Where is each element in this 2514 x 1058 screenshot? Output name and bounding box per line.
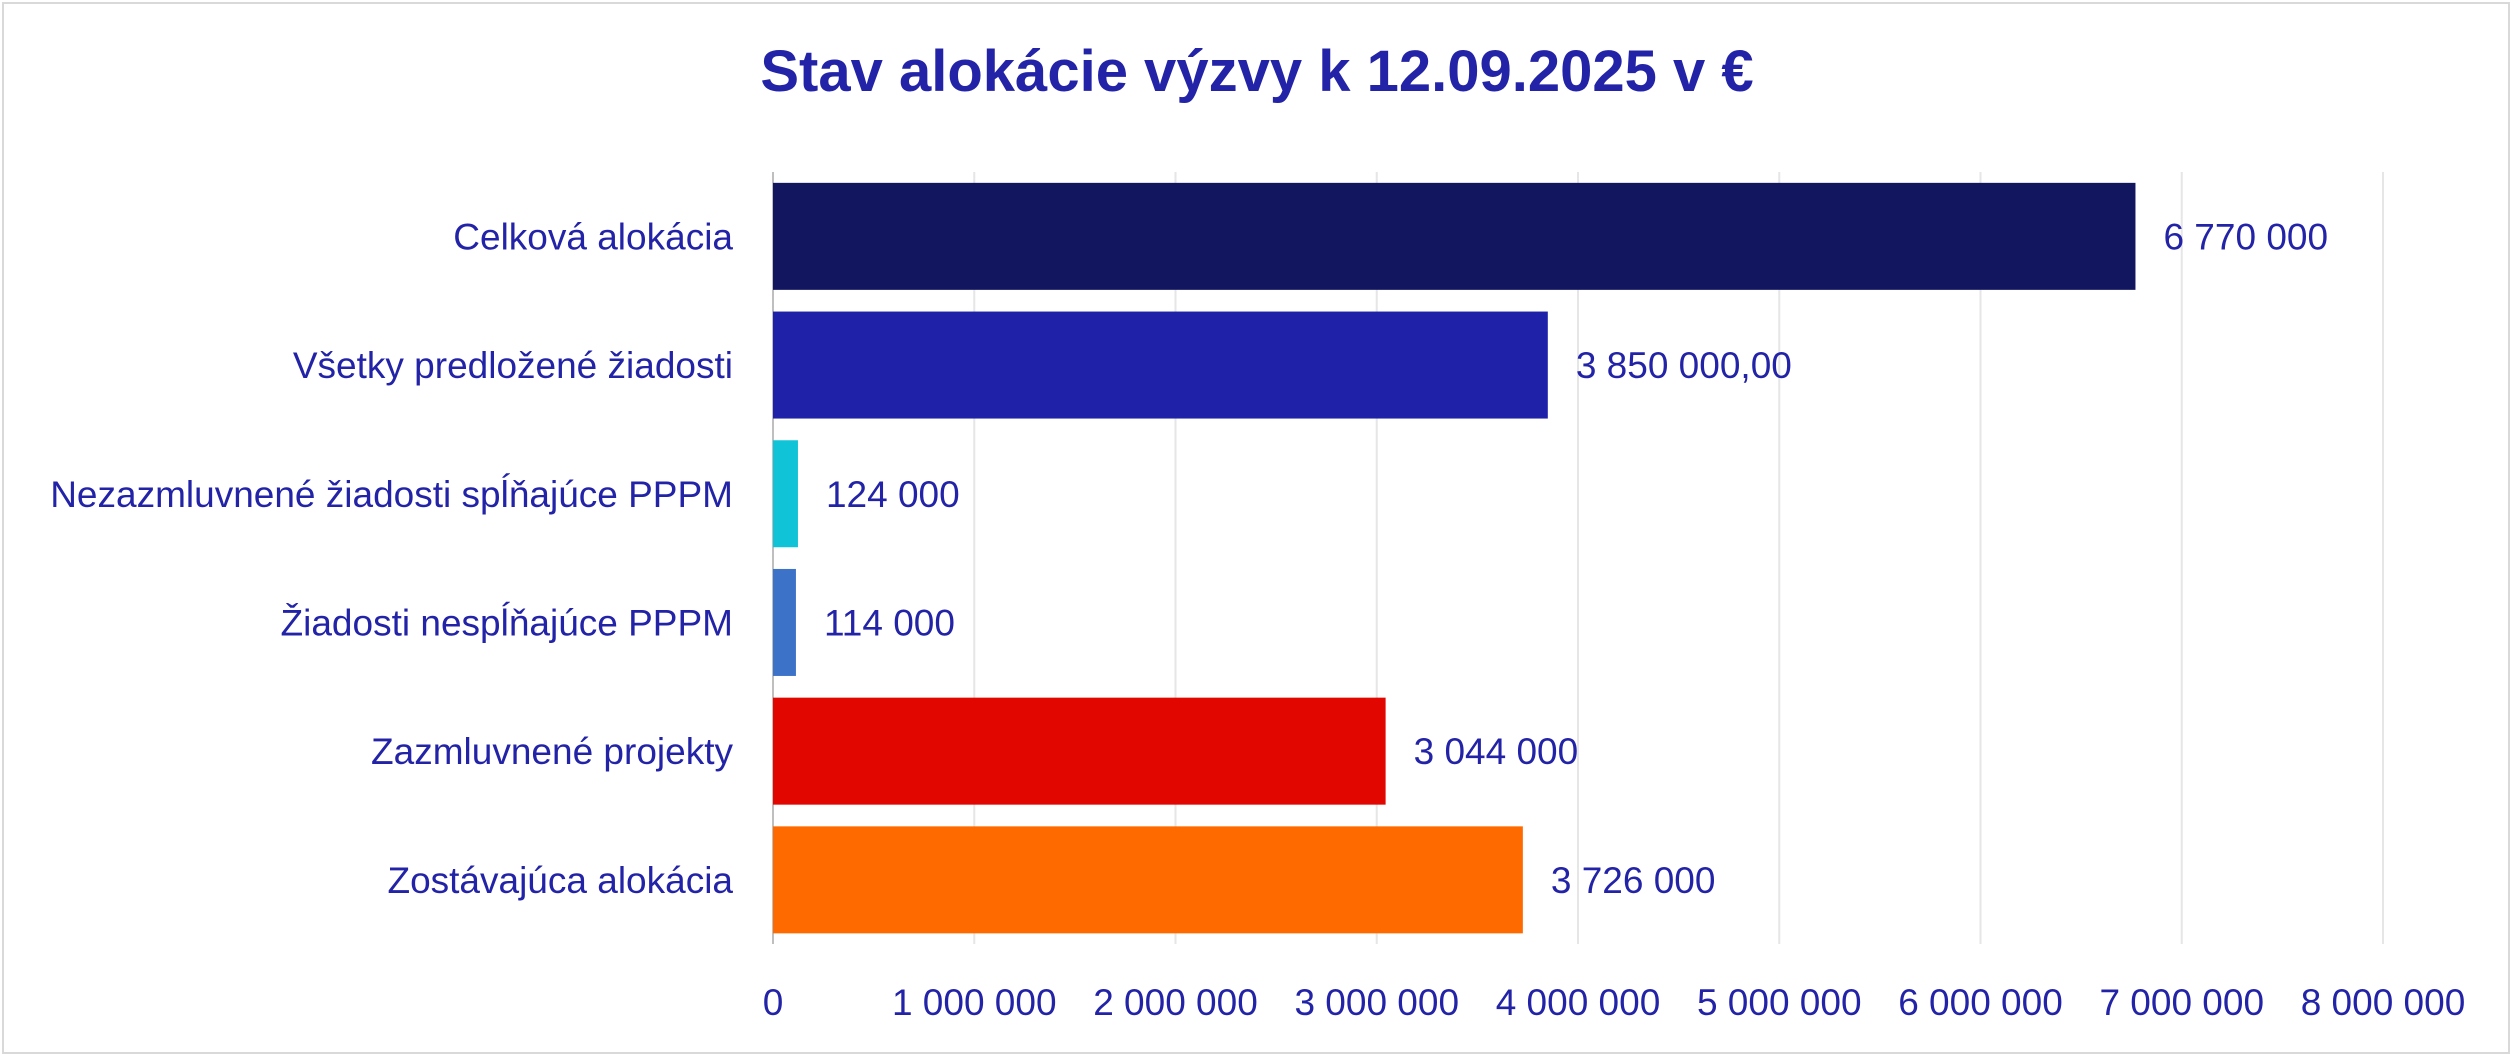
chart-title: Stav alokácie výzvy k 12.09.2025 v € [760,39,1754,104]
x-tick-label: 1 000 000 [892,982,1057,1023]
bar [773,568,796,676]
category-label: Zazmluvnené projekty [371,731,733,772]
category-label: Nezazmluvnené žiadosti spĺňajúce PPPM [50,473,733,515]
x-tick-label: 8 000 000 [2301,982,2466,1023]
bar [773,697,1386,805]
category-label: Žiadosti nespĺňajúce PPPM [281,601,733,643]
data-label: 6 770 000 [2163,216,2328,257]
bar [773,826,1523,934]
labels: 0 1 000 000 2 000 000 3 000 000 4 000 000 5 0… [50,216,2465,1023]
x-tick-label: 5 000 000 [1697,982,1862,1023]
data-label: 3 044 000 [1414,731,1579,772]
x-tick-label: 2 000 000 [1093,982,1258,1023]
gridlines [772,172,2384,944]
data-label: 124 000 [826,474,960,515]
category-label: Celková alokácia [453,216,733,257]
x-tick-label: 0 [763,982,784,1023]
bar [773,311,1548,419]
category-label: Všetky predložené žiadosti [293,345,733,386]
x-tick-label: 3 000 000 [1294,982,1459,1023]
data-label: 3 726 000 [1551,860,1716,901]
bars [773,182,2136,934]
category-label: Zostávajúca alokácia [387,860,733,901]
bar [773,440,798,548]
bar [773,182,2136,290]
x-tick-label: 7 000 000 [2099,982,2264,1023]
x-tick-label: 4 000 000 [1496,982,1661,1023]
data-label: 114 000 [824,602,955,643]
data-label: 3 850 000,00 [1576,345,1792,386]
x-tick-label: 6 000 000 [1898,982,2063,1023]
